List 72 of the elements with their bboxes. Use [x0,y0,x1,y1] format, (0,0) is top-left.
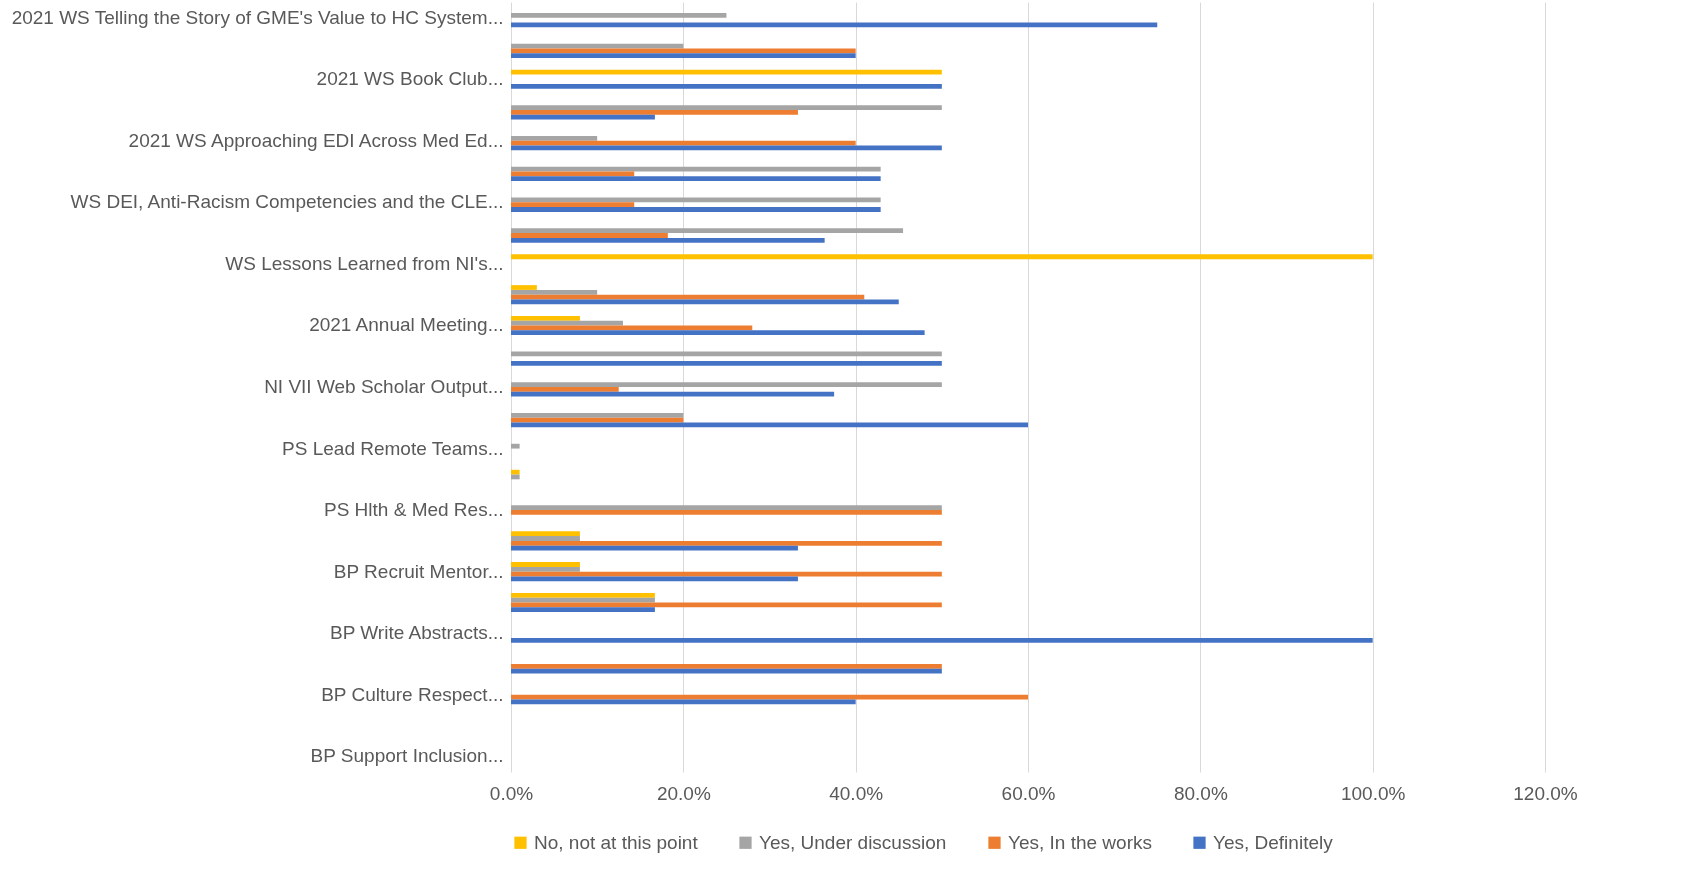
bar [511,12,727,18]
bar [511,285,537,290]
bar [511,233,668,238]
y-tick-label: BP Culture Respect... [321,683,504,705]
bar [511,592,655,598]
bar [511,136,598,141]
y-tick-label: 2021 Annual Meeting... [309,314,504,336]
bar [511,417,684,423]
bar [511,330,925,335]
bar [511,382,942,387]
bar [511,202,635,208]
bar [511,351,942,357]
x-tick-label: 0.0% [489,782,534,804]
bar [511,48,856,54]
bar [511,637,1373,643]
legend-label: No, not at this point [534,831,699,853]
bar [511,237,825,243]
bar [511,325,753,331]
y-tick-label: BP Recruit Mentor... [333,560,504,582]
bar [511,114,655,120]
y-tick-label: BP Support Inclusion... [310,745,504,767]
legend-label: Yes, Under discussion [759,831,947,853]
bar [511,413,684,418]
bar [511,140,856,146]
bar [511,315,580,321]
bar [511,694,1028,700]
bar [511,663,942,669]
legend-label: Yes, In the works [1008,831,1152,853]
y-tick-label: 2021 WS Telling the Story of GME's Value to HC System... [11,6,504,28]
bar [511,566,580,572]
x-tick-label: 40.0% [829,782,884,804]
bar [511,299,899,305]
x-tick-label: 120.0% [1513,782,1578,804]
bar [511,505,942,511]
bar [511,360,942,366]
bar [511,668,942,674]
x-tick-label: 80.0% [1173,782,1228,804]
bar [511,289,598,295]
bar [511,540,942,546]
bar [511,176,881,182]
bar [511,254,1373,260]
bar [511,536,580,541]
y-tick-label: PS Lead Remote Teams... [282,437,504,459]
bar [511,576,798,582]
bar [511,531,580,537]
y-tick-label: 2021 WS Book Club... [316,68,504,90]
bar [511,510,942,515]
bar [511,166,881,172]
x-tick-label: 20.0% [656,782,711,804]
y-tick-label: WS DEI, Anti-Racism Competencies and the CLE... [70,191,504,213]
x-tick-label: 60.0% [1001,782,1056,804]
y-tick-label: WS Lessons Learned from NI's... [225,252,504,274]
y-tick-label: NI VII Web Scholar Output... [264,376,504,397]
y-tick-label: BP Write Abstracts... [329,622,504,644]
bar [511,562,580,567]
bar [511,22,1158,28]
x-tick-label: 100.0% [1340,782,1406,804]
bar [511,443,520,449]
y-tick-label: 2021 WS Approaching EDI Across Med Ed... [128,129,504,151]
bar [511,84,942,89]
bar [511,602,942,608]
bar [511,207,881,212]
y-tick-label: PS Hlth & Med Res... [323,499,504,521]
legend-label: Yes, Definitely [1213,831,1334,853]
bar [511,387,619,392]
bar [511,228,904,234]
bar [511,105,942,111]
bar [511,391,835,397]
bar [511,469,520,475]
bar [511,110,798,115]
bar [511,607,655,612]
bar [511,53,856,59]
